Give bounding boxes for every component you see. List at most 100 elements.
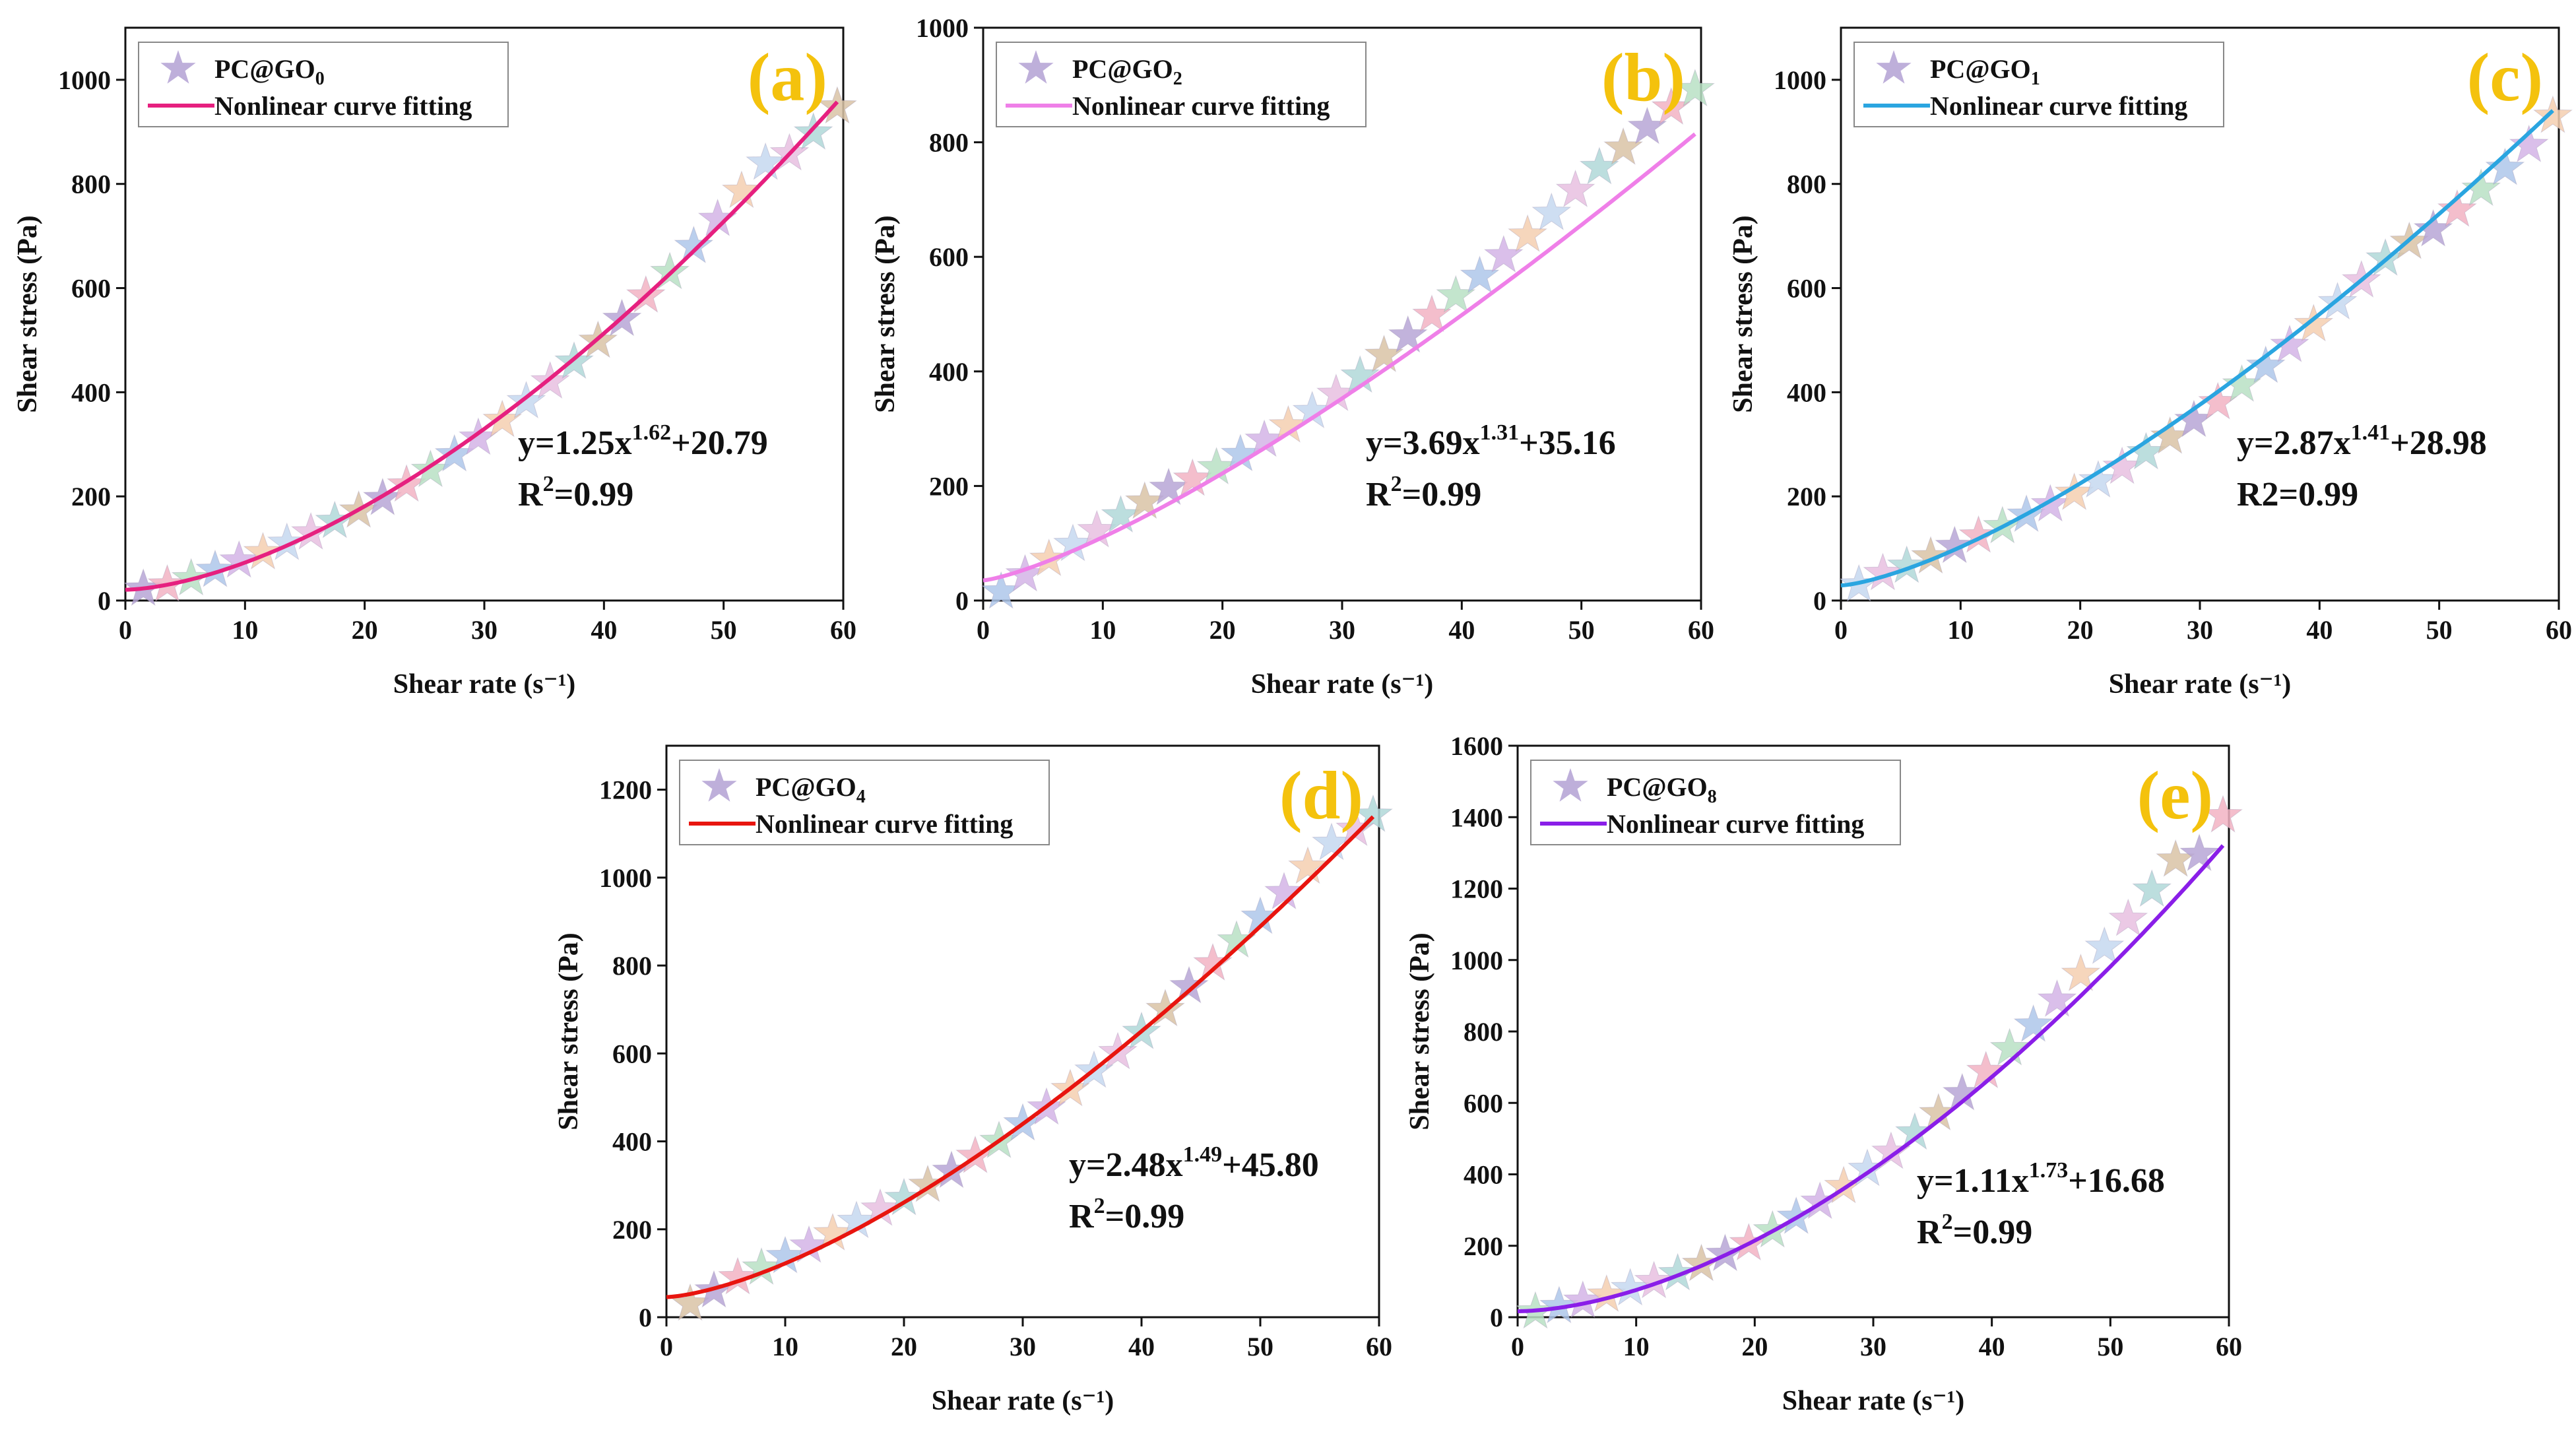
- x-tick-label: 60: [830, 615, 856, 645]
- legend-star-icon: [160, 50, 196, 84]
- data-point-star: [2132, 869, 2172, 907]
- y-tick-label: 1600: [1450, 731, 1503, 761]
- legend-sample-label: PC@GO8: [1607, 772, 1717, 807]
- x-tick-label: 20: [2067, 615, 2094, 645]
- x-tick-label: 30: [1010, 1332, 1036, 1361]
- data-point-star: [1658, 1253, 1698, 1291]
- x-tick-label: 30: [2187, 615, 2213, 645]
- legend-box: [679, 760, 1050, 845]
- data-point-star: [2203, 795, 2243, 833]
- data-point-star: [1966, 1051, 2006, 1089]
- x-tick-label: 50: [2426, 615, 2453, 645]
- y-tick-label: 0: [1813, 586, 1826, 616]
- x-tick-label: 50: [1247, 1332, 1273, 1361]
- x-axis-label: Shear rate (s⁻¹): [1251, 669, 1434, 700]
- data-point-star: [1579, 147, 1619, 185]
- data-point-star: [1124, 481, 1165, 519]
- x-tick-label: 20: [891, 1332, 917, 1361]
- data-point-star: [674, 225, 714, 263]
- data-point-star: [2532, 95, 2573, 133]
- x-tick-label: 0: [1511, 1332, 1524, 1361]
- fit-equation: y=2.48x1.49+45.80: [1069, 1142, 1319, 1184]
- y-tick-label: 800: [1787, 170, 1826, 199]
- panel-tag: (b): [1601, 40, 1685, 115]
- y-tick-label: 800: [71, 170, 111, 199]
- data-point-star: [2485, 147, 2525, 185]
- r-squared: R2=0.99: [1069, 1194, 1184, 1235]
- y-axis-label: Shear stress (Pa): [870, 215, 901, 412]
- legend-sample-label: PC@GO4: [756, 772, 866, 807]
- r-squared: R2=0.99: [1917, 1210, 2032, 1251]
- data-point-star: [2179, 833, 2220, 872]
- chart-panel-d: 0 10 20 30 40 50 60020040060080010001200Shear …: [554, 744, 1393, 1416]
- data-point-star: [1169, 965, 1209, 1004]
- y-tick-label: 600: [71, 274, 111, 304]
- data-point-star: [1863, 552, 1903, 591]
- data-point-star: [1145, 989, 1185, 1027]
- y-tick-label: 1200: [1450, 874, 1503, 904]
- y-tick-label: 1400: [1450, 802, 1503, 832]
- r-squared: R2=0.99: [2237, 476, 2358, 513]
- y-tick-label: 600: [929, 242, 969, 272]
- y-tick-label: 1000: [58, 65, 111, 95]
- data-point-star: [955, 1135, 995, 1173]
- data-point-star: [1935, 525, 1975, 564]
- y-tick-label: 200: [1464, 1231, 1503, 1261]
- legend-box: [1530, 760, 1901, 845]
- fit-curve: [666, 815, 1375, 1299]
- legend-star-icon: [701, 768, 737, 802]
- data-point-star: [2078, 459, 2118, 498]
- x-tick-label: 50: [1568, 615, 1595, 645]
- data-point-star: [1610, 1268, 1650, 1306]
- y-tick-label: 1200: [599, 775, 652, 805]
- data-point-star: [1460, 255, 1500, 294]
- legend-subscript: 4: [856, 787, 866, 807]
- y-axis-label: Shear stress (Pa): [554, 932, 584, 1130]
- y-axis-label: Shear stress (Pa): [1405, 932, 1435, 1130]
- x-tick-label: 30: [1860, 1332, 1886, 1361]
- x-axis-label: Shear rate (s⁻¹): [932, 1386, 1114, 1416]
- data-point-star: [219, 540, 259, 578]
- x-axis-label: Shear rate (s⁻¹): [1782, 1386, 1965, 1416]
- data-point-star: [410, 449, 451, 488]
- data-point-star: [721, 170, 761, 209]
- fit-curve: [982, 132, 1696, 583]
- legend-sample-label: PC@GO0: [214, 54, 325, 89]
- x-tick-label: 0: [119, 615, 132, 645]
- y-tick-label: 800: [929, 128, 969, 158]
- x-tick-label: 20: [352, 615, 378, 645]
- data-point-star: [1675, 69, 1715, 107]
- y-tick-label: 400: [71, 377, 111, 407]
- data-point-star: [1436, 275, 1476, 313]
- x-tick-label: 60: [1688, 615, 1714, 645]
- legend-fit-label: Nonlinear curve fitting: [1072, 91, 1330, 121]
- panel-tag: (a): [748, 40, 827, 115]
- legend-box: [1853, 42, 2224, 127]
- fit-equation: y=3.69x1.31+35.16: [1366, 420, 1616, 462]
- panel-tag: (e): [2137, 758, 2213, 833]
- data-point-star: [2013, 1004, 2053, 1042]
- y-tick-label: 400: [929, 357, 969, 387]
- legend-fit-label: Nonlinear curve fitting: [1930, 91, 2187, 121]
- x-tick-label: 60: [2216, 1332, 2242, 1361]
- x-tick-label: 10: [1623, 1332, 1650, 1361]
- r-squared: R2=0.99: [1366, 472, 1481, 513]
- data-point-star: [1193, 942, 1233, 981]
- x-tick-label: 60: [2546, 615, 2572, 645]
- fit-exponent: 1.73: [2029, 1158, 2069, 1183]
- chart-panel-e: 0 10 20 30 40 50 60020040060080010001200140016…: [1405, 731, 2243, 1416]
- x-tick-label: 60: [1366, 1332, 1392, 1361]
- legend-fit-label: Nonlinear curve fitting: [214, 91, 472, 121]
- y-tick-label: 1000: [599, 863, 652, 893]
- fit-equation: y=1.11x1.73+16.68: [1917, 1158, 2165, 1200]
- legend-sample-label: PC@GO2: [1072, 54, 1182, 89]
- data-point-star: [2156, 839, 2196, 877]
- y-tick-label: 800: [612, 951, 652, 981]
- data-point-star: [2108, 898, 2148, 936]
- x-tick-label: 0: [660, 1332, 673, 1361]
- data-point-star: [1173, 458, 1213, 496]
- y-tick-label: 400: [612, 1127, 652, 1157]
- fit-curve: [1840, 109, 2554, 588]
- x-tick-label: 0: [977, 615, 990, 645]
